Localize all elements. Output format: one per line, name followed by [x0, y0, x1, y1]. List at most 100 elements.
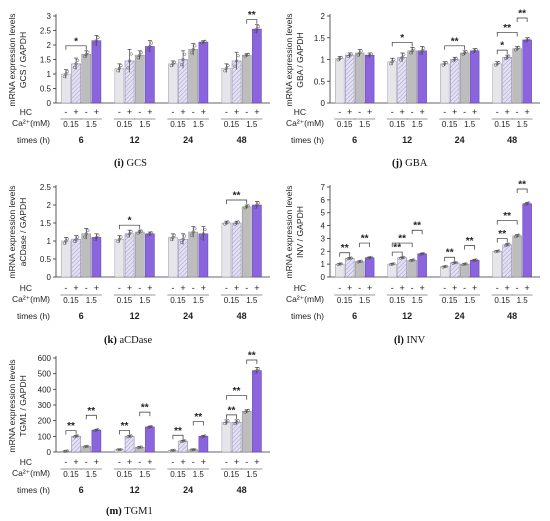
hc-sign: - [245, 283, 248, 293]
data-point [505, 243, 509, 247]
hc-sign: + [525, 107, 530, 117]
data-point [201, 434, 205, 438]
y-axis-label-line1: mRNA expression levels [284, 13, 294, 106]
bar [231, 421, 242, 453]
data-point [190, 51, 194, 55]
hc-sign: - [358, 283, 361, 293]
data-point [504, 244, 508, 248]
ca-value: 0.15 [170, 296, 186, 305]
hc-sign: + [234, 107, 239, 117]
data-point [339, 262, 343, 266]
y-axis-label-line1: mRNA expression levels [7, 13, 17, 106]
data-point [515, 234, 519, 238]
data-point [181, 57, 185, 62]
data-point [226, 419, 230, 423]
significance-bracket [172, 434, 184, 440]
bar [231, 222, 242, 278]
ca-value: 1.5 [464, 296, 476, 305]
significance-label: ** [503, 23, 511, 34]
hc-sign: - [192, 283, 195, 293]
bar [354, 261, 365, 278]
caption-j: (j) GBA [392, 158, 428, 169]
y-tick-label: 400 [38, 385, 52, 394]
data-point [420, 49, 424, 53]
data-point [86, 229, 90, 233]
panel-j: mRNA expression levels GBA / GAPDH 0 0.5 1 1.… [284, 9, 540, 145]
data-point [179, 63, 184, 67]
data-point [474, 258, 478, 262]
data-point [410, 258, 414, 262]
bar [145, 426, 155, 453]
bar [145, 233, 155, 278]
significance-label: * [74, 36, 78, 47]
significance-bracket [496, 238, 508, 243]
significance-bracket [226, 414, 237, 419]
data-point [444, 60, 448, 65]
significance-bracket [359, 242, 370, 248]
hc-sign: - [411, 107, 414, 117]
hc-sign: + [420, 107, 425, 117]
data-point [255, 27, 259, 31]
data-point [422, 46, 426, 50]
hc-sign: - [496, 283, 499, 293]
ca-value: 0.15 [389, 120, 405, 129]
time-label: 6 [79, 485, 84, 495]
significance-bracket [496, 220, 518, 225]
hc-sign: - [225, 457, 228, 467]
data-point [418, 51, 423, 55]
bar [449, 59, 460, 104]
data-point [129, 52, 133, 56]
data-point [191, 47, 195, 51]
data-point [356, 260, 360, 264]
data-point [136, 446, 140, 450]
data-point [236, 220, 240, 224]
data-point [235, 59, 239, 63]
significance-label: ** [341, 243, 349, 254]
time-label: 24 [183, 485, 193, 495]
data-point [402, 53, 406, 57]
bar [364, 54, 375, 104]
data-point [390, 60, 394, 64]
bar [407, 260, 417, 278]
hc-sign: + [505, 107, 510, 117]
hc-sign: + [254, 107, 259, 117]
significance-bracket [119, 430, 130, 435]
bar [252, 28, 262, 104]
y-tick-label: 3 [321, 234, 326, 243]
hc-row-label: HC [20, 283, 32, 293]
data-point [139, 229, 143, 233]
ca-value: 1.5 [412, 296, 424, 305]
data-point [359, 259, 363, 263]
bar [221, 421, 232, 453]
data-point [451, 261, 455, 265]
caption-m: (m) TGM1 [106, 506, 153, 517]
y-tick-label: 0 [47, 448, 52, 457]
significance-bracket [65, 45, 87, 50]
data-point [454, 260, 458, 265]
ca-value: 0.15 [389, 296, 405, 305]
data-point [201, 232, 205, 236]
bar [114, 67, 125, 104]
hc-sign: + [201, 283, 206, 293]
ca-value: 0.15 [494, 296, 510, 305]
data-point [255, 203, 259, 207]
data-point [116, 239, 120, 243]
significance-label: ** [174, 426, 182, 437]
data-point [356, 53, 360, 57]
y-axis-label-line2: GBA / GAPDH [295, 32, 305, 87]
data-point [369, 255, 373, 259]
panel-m: mRNA expression levels TGM1 / GAPDH 0 100 20… [7, 351, 270, 495]
ca-value: 0.15 [117, 296, 133, 305]
bar [221, 222, 232, 278]
ca-value: 1.5 [139, 120, 151, 129]
hc-sign: + [420, 283, 425, 293]
data-point [117, 237, 121, 241]
data-point [243, 410, 247, 414]
time-label: 12 [402, 135, 412, 145]
times-row-label: times (h) [17, 135, 50, 145]
data-point [358, 51, 362, 55]
ca-row-label: Ca²⁺(mM) [286, 294, 324, 304]
data-point [422, 251, 426, 256]
significance-bracket [85, 414, 97, 420]
bar [449, 262, 460, 278]
